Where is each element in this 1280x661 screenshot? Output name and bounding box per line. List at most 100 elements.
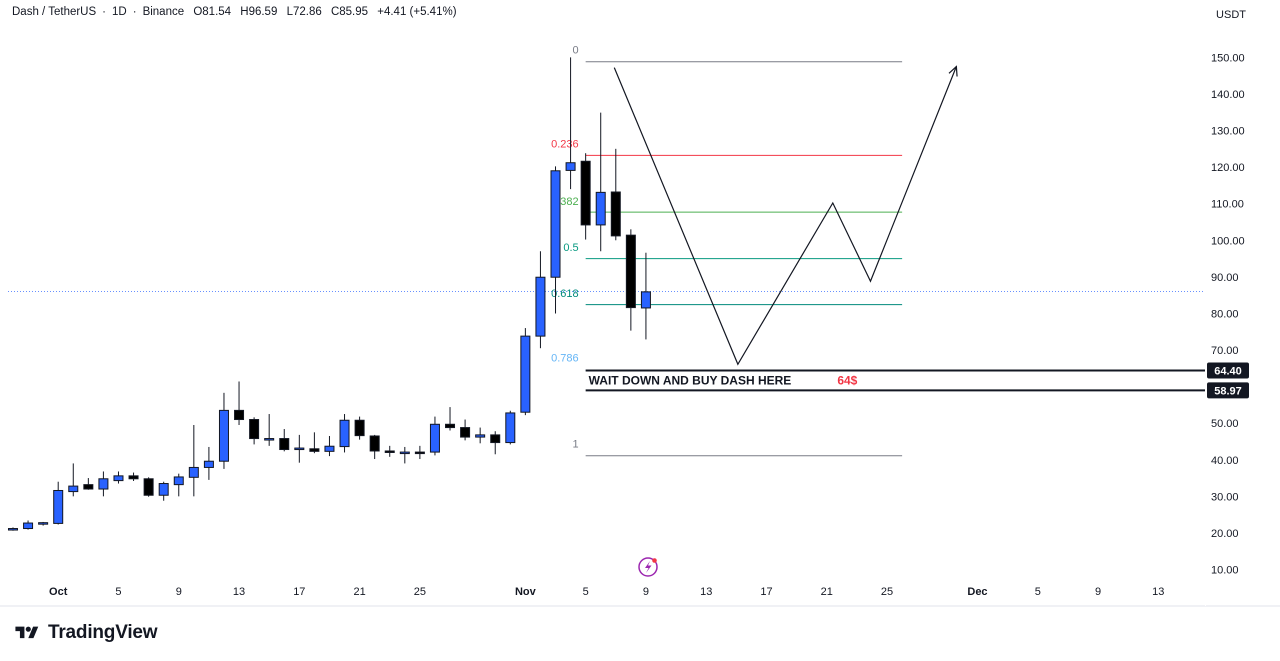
fib-level-label: 0 xyxy=(573,44,579,56)
price-tick-label: 20.00 xyxy=(1211,528,1239,540)
chart-header: Dash / TetherUS · 1D · Binance O81.54 H96.59… xyxy=(12,6,457,18)
candle-down xyxy=(445,423,456,429)
time-tick-label: 21 xyxy=(821,586,833,598)
candle-up xyxy=(113,475,124,482)
brand-name: TradingView xyxy=(48,622,158,643)
price-tick-label: 110.00 xyxy=(1211,199,1244,211)
time-tick-label: 13 xyxy=(1152,586,1164,598)
price-tick-label: 50.00 xyxy=(1211,418,1239,430)
tradingview-brand[interactable]: TradingView xyxy=(12,621,158,645)
price-tick-label: 130.00 xyxy=(1211,126,1245,138)
price-tick-label: 70.00 xyxy=(1211,345,1239,357)
candle-down xyxy=(279,438,290,451)
candle-up xyxy=(294,447,305,451)
candle-up xyxy=(339,419,350,448)
fib-level-label: 1 xyxy=(573,438,579,450)
zone-price-tag-label: 64.40 xyxy=(1214,366,1242,378)
price-tick-label: 150.00 xyxy=(1211,52,1245,64)
time-tick-label: 13 xyxy=(700,586,712,598)
fib-level-label: 0.786 xyxy=(551,353,579,365)
price-tick-label: 120.00 xyxy=(1211,162,1245,174)
time-tick-label: 25 xyxy=(414,586,426,598)
time-tick-label: 17 xyxy=(293,586,305,598)
candle-down xyxy=(490,434,501,444)
candle-down xyxy=(249,419,260,440)
candle-down xyxy=(625,234,636,309)
price-tick-label: 140.00 xyxy=(1211,89,1245,101)
symbol-name[interactable]: Dash / TetherUS xyxy=(12,6,97,18)
candle-up xyxy=(595,191,606,226)
price-tick-label: 40.00 xyxy=(1211,455,1239,467)
candle-up xyxy=(535,276,546,337)
candle-up xyxy=(475,434,486,438)
currency-label[interactable]: USDT xyxy=(1216,9,1246,21)
ohlc-high: H96.59 xyxy=(240,6,278,18)
candle-up xyxy=(203,460,214,468)
time-tick-label: Dec xyxy=(967,586,987,598)
candle-up xyxy=(38,522,49,525)
candle-down xyxy=(234,409,245,421)
time-tick-label: 9 xyxy=(643,586,649,598)
ohlc-close: C85.95 xyxy=(330,6,369,18)
candle-down xyxy=(414,451,425,455)
candle-down xyxy=(384,450,395,453)
price-tick-label: 100.00 xyxy=(1211,235,1245,247)
candle-up xyxy=(565,162,576,171)
time-tick-label: 25 xyxy=(881,586,893,598)
candle-down xyxy=(83,484,94,490)
candle-up xyxy=(324,445,335,452)
zone-price-tag xyxy=(1207,382,1249,399)
price-tick-label: 90.00 xyxy=(1211,272,1239,284)
time-tick-label: Nov xyxy=(515,586,537,598)
time-tick-label: 5 xyxy=(115,586,121,598)
tradingview-logo-icon xyxy=(15,626,39,639)
candle-down xyxy=(128,475,139,480)
candle-down xyxy=(309,448,320,452)
candle-up xyxy=(520,335,531,413)
time-tick-label: 9 xyxy=(176,586,182,598)
candle-up xyxy=(188,466,199,478)
time-tick-label: 17 xyxy=(760,586,772,598)
fib-level-label: 0.236 xyxy=(551,138,579,150)
candle-up xyxy=(158,483,169,496)
candle-up xyxy=(640,291,651,309)
time-tick-label: 21 xyxy=(353,586,365,598)
time-tick-label: Oct xyxy=(49,586,68,598)
candle-up xyxy=(7,528,18,531)
fib-level-label: 0.5 xyxy=(563,242,578,254)
ohlc-open: O81.54 xyxy=(193,6,232,18)
candle-down xyxy=(460,427,471,438)
candle-up xyxy=(218,409,229,462)
candle-down xyxy=(143,478,154,496)
candle-up xyxy=(505,412,516,444)
ohlc-change: +4.41 (+5.41%) xyxy=(377,6,457,18)
exchange: Binance xyxy=(142,6,185,18)
fib-level-label: 0.618 xyxy=(551,288,579,300)
time-tick-label: 5 xyxy=(1035,586,1041,598)
candle-up xyxy=(53,489,64,524)
projection-arrowhead xyxy=(948,65,958,77)
time-tick-label: 9 xyxy=(1095,586,1101,598)
notification-dot xyxy=(652,558,657,563)
candle-up xyxy=(173,476,184,486)
buy-note-price: 64$ xyxy=(837,373,857,387)
candle-down xyxy=(354,419,365,437)
interval[interactable]: 1D xyxy=(112,6,127,18)
buy-note-text: WAIT DOWN AND BUY DASH HERE xyxy=(589,373,792,387)
candle-down xyxy=(369,435,380,452)
lightning-icon xyxy=(645,561,652,573)
candle-up xyxy=(399,451,410,455)
price-tick-label: 80.00 xyxy=(1211,308,1239,320)
candle-up xyxy=(550,170,561,278)
candle-up xyxy=(68,485,79,493)
price-tick-label: 10.00 xyxy=(1211,565,1239,577)
candle-up xyxy=(23,522,34,530)
ohlc-low: L72.86 xyxy=(286,6,322,18)
time-tick-label: 5 xyxy=(583,586,589,598)
zone-price-tag-label: 58.97 xyxy=(1214,385,1242,397)
candle-up xyxy=(429,423,440,453)
zone-price-tag xyxy=(1207,362,1249,379)
time-tick-label: 13 xyxy=(233,586,245,598)
candle-up xyxy=(264,438,275,441)
